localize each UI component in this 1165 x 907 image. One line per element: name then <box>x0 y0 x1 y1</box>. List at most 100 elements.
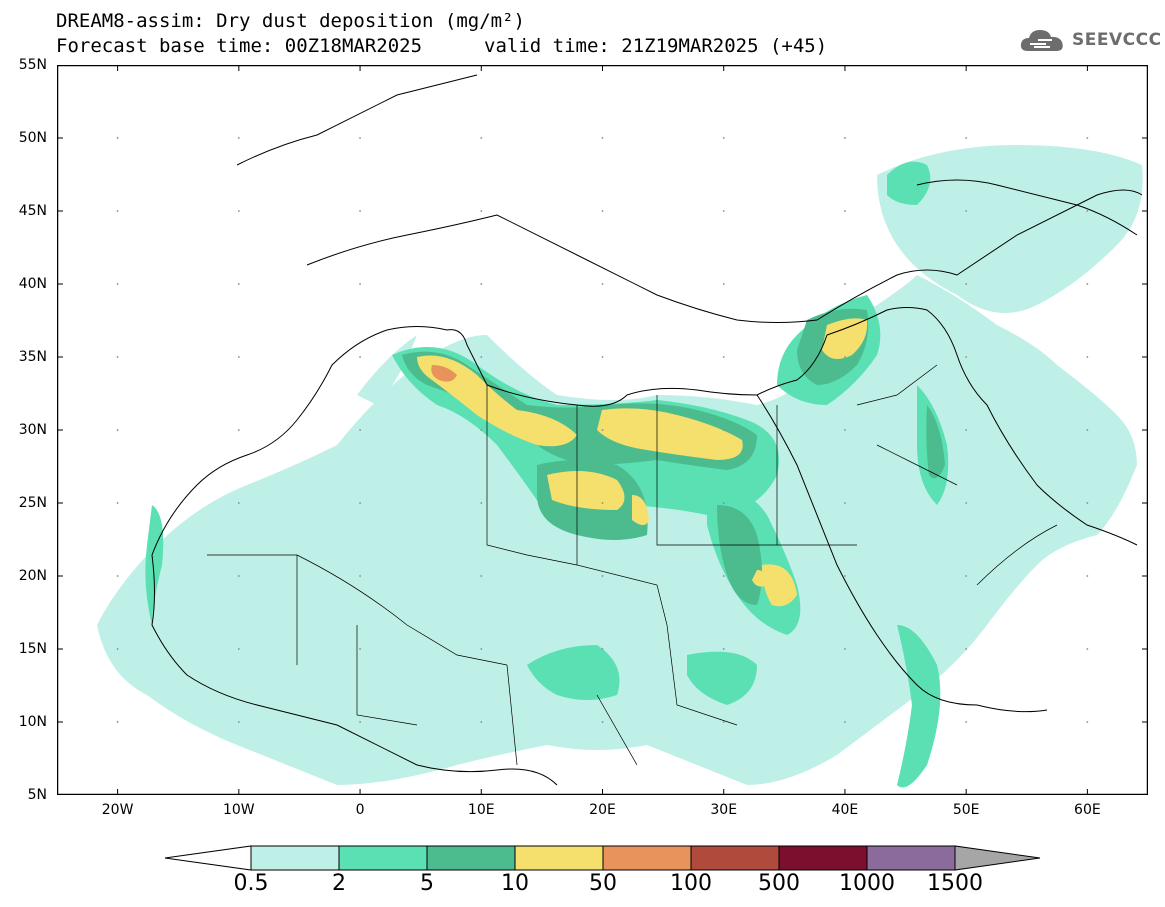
deposition-level-10 <box>417 318 868 607</box>
grid-dot <box>965 210 968 212</box>
grid-dot <box>1086 429 1089 431</box>
colorbar-swatch <box>514 845 604 871</box>
grid-dot <box>359 648 361 650</box>
grid-dot <box>722 502 725 504</box>
grid-dot <box>116 210 119 212</box>
grid-dot <box>480 429 483 431</box>
grid-dot <box>1086 137 1089 139</box>
lon-label: 40E <box>831 802 859 818</box>
grid-dot <box>480 721 483 723</box>
grid-dot <box>1086 210 1089 212</box>
colorbar-label: 10 <box>501 871 529 896</box>
logo-text: SEEVCCC <box>1072 30 1162 50</box>
grid-dot <box>965 721 968 723</box>
lat-label: 55N <box>18 57 47 73</box>
colorbar-label: 0.5 <box>233 871 269 896</box>
grid-dot <box>480 356 483 358</box>
grid-dot <box>359 210 361 212</box>
grid-dot <box>1086 502 1089 504</box>
colorbar-over-triangle <box>954 845 1041 871</box>
colorbar-label: 5 <box>420 871 434 896</box>
grid-dot <box>722 356 725 358</box>
lat-label: 35N <box>18 349 47 365</box>
grid-dot <box>965 502 968 504</box>
grid-dot <box>116 648 119 650</box>
grid-dot <box>1086 648 1089 650</box>
grid-dot <box>1086 721 1089 723</box>
grid-dot <box>359 356 361 358</box>
grid-dot <box>480 210 483 212</box>
grid-dot <box>480 575 483 577</box>
colorbar-label: 500 <box>758 871 800 896</box>
grid-dot <box>359 429 361 431</box>
grid-dot <box>722 210 725 212</box>
grid-dot <box>601 283 604 285</box>
grid-dot <box>965 356 968 358</box>
grid-dot <box>116 137 119 139</box>
valid-time: valid time: 21Z19MAR2025 (+45) <box>484 35 828 57</box>
grid-dot <box>722 575 725 577</box>
grid-dot <box>116 283 119 285</box>
grid-dot <box>1086 356 1089 358</box>
grid-dot <box>722 721 725 723</box>
grid-dot <box>601 356 604 358</box>
colorbar-swatch <box>866 845 956 871</box>
axis-ticks <box>57 65 1148 795</box>
grid-dot <box>116 356 119 358</box>
colorbar-swatch <box>690 845 780 871</box>
grid-dot <box>722 283 725 285</box>
colorbar-swatch <box>250 845 340 871</box>
grid-dot <box>237 721 240 723</box>
grid-dot <box>480 137 483 139</box>
grid-dot <box>844 356 846 358</box>
grid-dot <box>601 210 604 212</box>
colorbar-swatch <box>778 845 868 871</box>
grid-dot <box>844 429 846 431</box>
grid-dot <box>359 137 361 139</box>
coastlines <box>151 74 1143 786</box>
colorbar-swatch <box>338 845 428 871</box>
grid-dot <box>237 356 240 358</box>
lon-label: 10W <box>222 802 255 818</box>
grid-dot <box>116 429 119 431</box>
map-title: DREAM8-assim: Dry dust deposition (mg/m²… <box>56 10 525 32</box>
grid-dot <box>965 429 968 431</box>
grid-dot <box>237 429 240 431</box>
grid-dot <box>965 575 968 577</box>
colorbar-swatch <box>602 845 692 871</box>
lon-label: 30E <box>710 802 738 818</box>
seevccc-logo: SEEVCCC <box>1018 25 1162 55</box>
lat-label: 50N <box>18 130 47 146</box>
grid-dot <box>601 137 604 139</box>
grid-dot <box>1086 283 1089 285</box>
country-borders <box>207 364 1058 766</box>
lat-label: 20N <box>18 568 47 584</box>
colorbar-label: 2 <box>332 871 346 896</box>
grid-dot <box>237 648 240 650</box>
grid-dot <box>722 137 725 139</box>
grid-dot <box>844 210 846 212</box>
grid-dot <box>844 502 846 504</box>
grid-dot <box>116 721 119 723</box>
lon-label: 0 <box>355 802 365 818</box>
grid-dot <box>722 648 725 650</box>
cloud-icon <box>1020 30 1063 51</box>
grid-dot <box>237 137 240 139</box>
lon-label: 50E <box>952 802 980 818</box>
grid-dot <box>601 429 604 431</box>
grid-dot <box>480 283 483 285</box>
lat-lon-grid <box>116 137 1089 723</box>
grid-dot <box>359 283 361 285</box>
grid-dot <box>237 502 240 504</box>
grid-dot <box>965 648 968 650</box>
lat-label: 25N <box>18 495 47 511</box>
grid-dot <box>601 721 604 723</box>
lat-label: 45N <box>18 203 47 219</box>
lat-label: 10N <box>18 714 47 730</box>
deposition-level-50 <box>431 365 457 382</box>
grid-dot <box>1086 575 1089 577</box>
grid-dot <box>601 648 604 650</box>
lat-label: 30N <box>18 422 47 438</box>
grid-dot <box>601 502 604 504</box>
colorbar-swatch <box>426 845 516 871</box>
